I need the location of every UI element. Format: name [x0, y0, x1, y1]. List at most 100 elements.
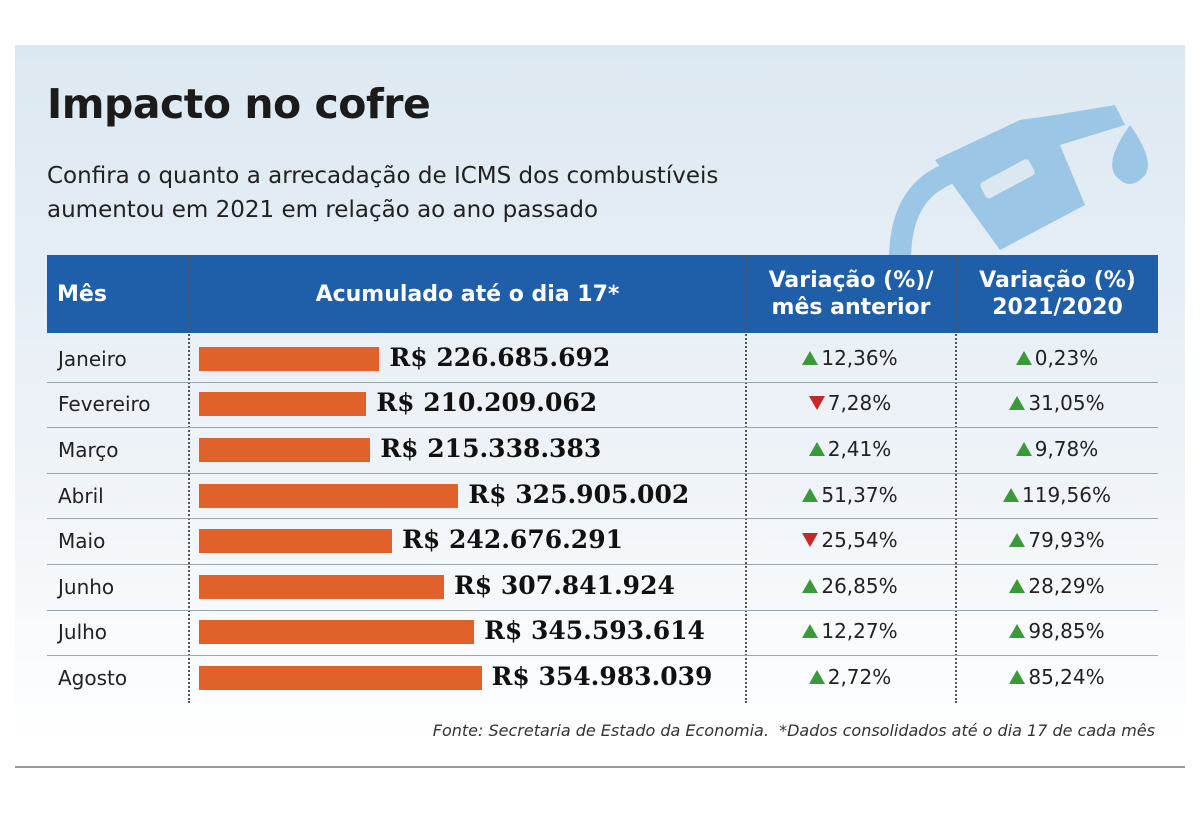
variation-text: 25,54%: [821, 528, 898, 553]
variation-cell: 25,54%: [780, 528, 920, 552]
column-divider: [745, 255, 747, 703]
month-label: Março: [58, 438, 119, 462]
column-divider: [188, 255, 190, 703]
trend-up: [808, 670, 825, 684]
subtitle: Confira o quanto a arrecadação de ICMS d…: [47, 163, 719, 189]
row-separator: [47, 518, 1158, 520]
value-label: R$ 345.593.614: [484, 616, 705, 646]
trend-up: [802, 487, 819, 502]
variation-text: 2,72%: [827, 665, 892, 689]
value-label: R$ 210.209.062: [376, 388, 598, 418]
nozzle-slot: [980, 159, 1035, 199]
fuel-nozzle-icon: [889, 105, 1148, 261]
variation-text: 119,56%: [1022, 482, 1111, 507]
trend-up: [1009, 396, 1026, 411]
variation-cell: 119,56%: [987, 483, 1127, 507]
trend-down: [802, 533, 819, 548]
variation-cell: 51,37%: [780, 483, 920, 507]
row-separator: [47, 655, 1158, 657]
bar: [199, 346, 380, 371]
header-cell: Acumulado até o dia 17*: [190, 255, 745, 333]
header-cell: Mês: [57, 255, 188, 333]
variation-cell: 0,23%: [987, 346, 1127, 370]
header-text: Mês: [57, 281, 107, 307]
variation-text: 26,85%: [821, 573, 898, 598]
bar: [199, 620, 475, 645]
footnote: Fonte: Secretaria de Estado da Economia.…: [433, 721, 1155, 740]
month-label: Julho: [58, 620, 108, 645]
variation-text: 12,27%: [821, 619, 898, 644]
header-text: mês anterior: [771, 295, 931, 320]
nozzle: [935, 105, 1125, 250]
variation-cell: 98,85%: [987, 619, 1127, 643]
variation-text: 7,28%: [827, 391, 892, 416]
trend-up: [802, 624, 819, 639]
month-label: Agosto: [58, 666, 128, 690]
footnote-source: Fonte: Secretaria de Estado da Economia.: [432, 721, 769, 740]
variation-text: 31,05%: [1028, 391, 1105, 416]
month-label: Abril: [58, 483, 104, 508]
row-separator: [47, 472, 1158, 474]
variation-text: 28,29%: [1028, 573, 1105, 598]
header-text: Variação (%)/: [768, 268, 934, 293]
variation-text: 79,93%: [1028, 528, 1105, 553]
value-label: R$ 242.676.291: [402, 525, 623, 555]
value-label: R$ 226.685.692: [389, 342, 611, 372]
header-text: Variação (%): [979, 268, 1136, 293]
value-label: R$ 354.983.039: [491, 662, 713, 691]
variation-cell: 9,78%: [987, 437, 1127, 461]
drop: [1112, 125, 1148, 184]
trend-up: [1009, 533, 1026, 548]
variation-text: 9,78%: [1034, 437, 1099, 461]
title: Impacto no cofre: [47, 80, 431, 128]
variation-text: 12,36%: [821, 345, 898, 370]
trend-down: [808, 396, 825, 411]
trend-up: [802, 350, 819, 365]
trend-up: [1015, 442, 1032, 456]
variation-cell: 12,27%: [780, 619, 920, 643]
variation-text: 2,41%: [827, 437, 892, 461]
bar: [199, 666, 482, 690]
variation-cell: 12,36%: [780, 346, 920, 370]
value-label: R$ 307.841.924: [454, 570, 675, 600]
bar: [199, 529, 393, 554]
variation-cell: 79,93%: [987, 528, 1127, 552]
variation-text: 0,23%: [1034, 345, 1099, 370]
row-separator: [47, 381, 1158, 383]
month-label: Maio: [58, 529, 106, 554]
row-separator: [47, 609, 1158, 611]
variation-cell: 2,41%: [780, 437, 920, 461]
header-cell: Variação (%)/mês anterior: [747, 255, 955, 333]
variation-cell: 28,29%: [987, 574, 1127, 598]
bar: [199, 574, 445, 599]
month-label: Fevereiro: [58, 392, 151, 417]
variation-cell: 26,85%: [780, 574, 920, 598]
hose: [889, 159, 964, 261]
table-header: Mês Acumulado até o dia 17* Variação (%)/m…: [47, 255, 1158, 333]
variation-cell: 2,72%: [780, 665, 920, 689]
bar: [199, 392, 367, 417]
subtitle: aumentou em 2021 em relação ao ano passa…: [47, 197, 599, 223]
row-separator: [47, 564, 1158, 565]
value-label: R$ 325.905.002: [468, 479, 690, 509]
header-text: 2021/2020: [992, 295, 1123, 320]
month-label: Janeiro: [58, 346, 127, 371]
bottom-rule: [15, 766, 1185, 768]
value-label: R$ 215.338.383: [380, 434, 602, 463]
variation-cell: 7,28%: [780, 391, 920, 415]
variation-cell: 31,05%: [987, 391, 1127, 415]
footnote-note: *Dados consolidados até o dia 17 de cada…: [779, 721, 1155, 740]
column-divider: [955, 255, 957, 703]
variation-cell: 85,24%: [987, 665, 1127, 689]
variation-text: 98,85%: [1028, 619, 1105, 644]
bar: [199, 438, 371, 462]
variation-text: 85,24%: [1028, 665, 1105, 689]
header-cell: Variação (%) 2021/2020: [957, 255, 1158, 333]
trend-up: [1015, 350, 1032, 365]
trend-up: [808, 442, 825, 456]
row-separator: [47, 427, 1158, 429]
trend-up: [1009, 670, 1026, 684]
header-text: Acumulado até o dia 17*: [315, 281, 620, 307]
trend-up: [1003, 487, 1019, 502]
